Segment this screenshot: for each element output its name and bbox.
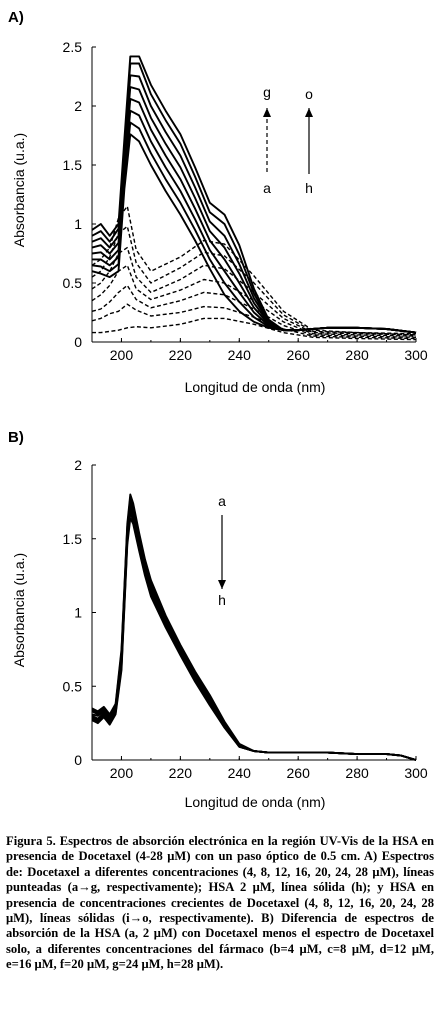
chart-a-series-l [91, 86, 417, 334]
chart-b-x-tick-label: 300 [404, 765, 428, 781]
chart-a-x-tick-label: 200 [110, 347, 134, 363]
annotation-label-h: h [305, 180, 313, 196]
chart-a-series-o [91, 55, 417, 334]
chart-b-y-tick-label: 0.5 [63, 678, 83, 694]
annotation-arrow-a-to-g-head [263, 108, 271, 117]
chart-a-series-e [91, 246, 417, 336]
chart-a-series-g [91, 205, 417, 335]
panel-label-b: B) [8, 429, 24, 446]
chart-a-series-a [92, 317, 417, 341]
annotation-arrow-h-to-o-head [305, 108, 313, 117]
chart-a-series-c [91, 284, 417, 338]
chart-a-y-tick-label: 2.5 [63, 39, 83, 55]
y-axis-label-b: Absorbancia (u.a.) [11, 553, 27, 667]
figure-caption: Figura 5. Espectros de absorción electró… [6, 834, 434, 972]
chart-b-y-tick-label: 1.5 [63, 531, 83, 547]
annotation-label-g: g [263, 84, 271, 100]
chart-a-x-tick-label: 260 [287, 347, 311, 363]
x-axis-label-b: Longitud de onda (nm) [185, 794, 326, 810]
chart-b-x-tick-label: 220 [169, 765, 193, 781]
chart-a-series-f [91, 225, 417, 336]
annotation-label-o: o [305, 86, 313, 102]
chart-b-y-tick-label: 0 [74, 752, 82, 768]
chart-b-x-tick-label: 200 [110, 765, 134, 781]
chart-a-x-tick-label: 300 [404, 347, 428, 363]
annotation-label-a: a [218, 493, 226, 509]
chart-b-series-h [91, 517, 417, 761]
x-axis-label-a: Longitud de onda (nm) [185, 379, 326, 395]
chart-a-y-tick-label: 1.5 [63, 157, 83, 173]
chart-a-y-tick-label: 0 [74, 334, 82, 350]
chart-b-x-tick-label: 240 [228, 765, 252, 781]
annotation-label-h: h [218, 592, 226, 608]
annotation-arrow-a-to-h-head [218, 580, 226, 589]
chart-b-series-a [91, 493, 417, 761]
chart-a-x-tick-label: 280 [345, 347, 369, 363]
chart-a-x-tick-label: 240 [228, 347, 252, 363]
chart-b-x-tick-label: 260 [287, 765, 311, 781]
annotation-label-a: a [263, 180, 271, 196]
chart-b-x-tick-label: 280 [345, 765, 369, 781]
chart-a-series-b [91, 303, 417, 340]
chart-b-y-tick-label: 2 [74, 457, 82, 473]
chart-a-y-tick-label: 2 [74, 98, 82, 114]
chart-b-y-tick-label: 1 [74, 605, 82, 621]
y-axis-label-a: Absorbancia (u.a.) [11, 133, 27, 247]
panel-label-a: A) [8, 9, 24, 26]
chart-panel-a: A) 200 220 240 260 280 300 0 0.5 1 1.5 2 2.5 g a o h L… [8, 9, 428, 395]
chart-panel-b: B) 200 220 240 260 280 300 0 0.5 1 1.5 2 a h Longit… [8, 429, 428, 810]
chart-a-x-tick-label: 220 [169, 347, 193, 363]
chart-a-y-tick-label: 1 [74, 216, 82, 232]
chart-a-y-tick-label: 0.5 [63, 275, 83, 291]
